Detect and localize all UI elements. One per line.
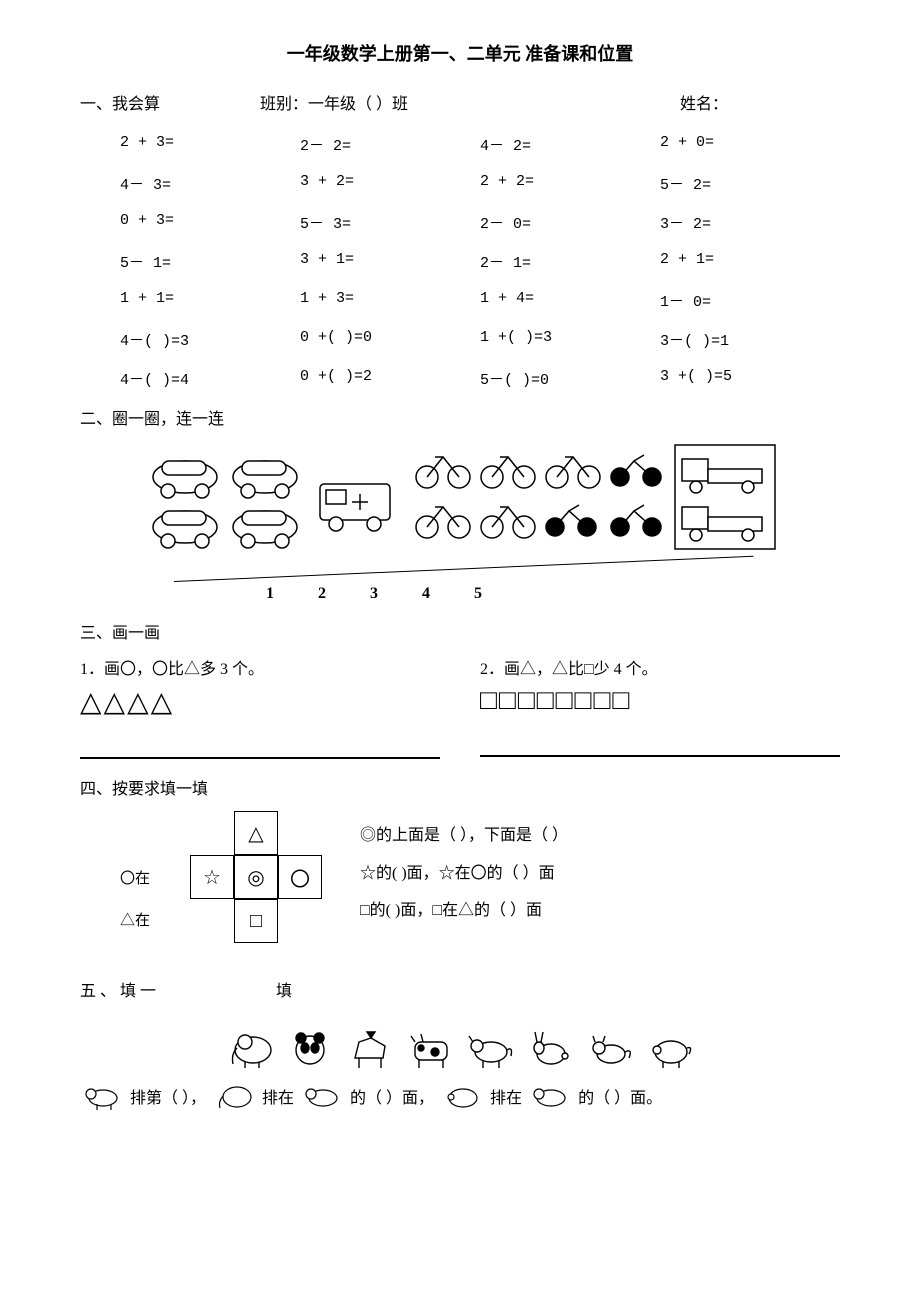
num: 2 bbox=[318, 585, 370, 602]
num: 5 bbox=[474, 585, 526, 602]
math-cell[interactable]: 0 +( )=0 bbox=[300, 329, 480, 350]
math-cell[interactable]: 2－ 1= bbox=[480, 251, 660, 272]
q1-shapes: △△△△ bbox=[80, 685, 440, 719]
math-cell[interactable]: 3 + 2= bbox=[300, 173, 480, 194]
horse-icon bbox=[344, 1027, 396, 1071]
header-row: 一、我会算 班别：一年级（ ）班 姓名： bbox=[80, 90, 840, 114]
math-cell[interactable]: 3 + 1= bbox=[300, 251, 480, 272]
name-field[interactable]: 姓名： bbox=[680, 90, 840, 114]
math-cell[interactable]: 1 +( )=3 bbox=[480, 329, 660, 350]
label-circle: 〇在 bbox=[120, 867, 150, 888]
position-questions: ◎的上面是（ ），下面是（ ） ☆的( )面，☆在〇的（ ）面 □的( )面，□… bbox=[360, 811, 840, 936]
label-triangle: △在 bbox=[120, 909, 150, 930]
math-cell[interactable]: 2－ 0= bbox=[480, 212, 660, 233]
cell-left: ☆ bbox=[190, 855, 234, 899]
pig-icon bbox=[644, 1027, 696, 1071]
num: 3 bbox=[370, 585, 422, 602]
pig-icon bbox=[440, 1081, 484, 1111]
section-3-title: 三、画一画 bbox=[80, 619, 840, 643]
math-cell[interactable]: 2 + 0= bbox=[660, 134, 840, 155]
page-title: 一年级数学上册第一、二单元 准备课和位置 bbox=[80, 40, 840, 66]
math-cell[interactable]: 1 + 4= bbox=[480, 290, 660, 311]
dog-icon bbox=[80, 1081, 124, 1111]
dog-icon bbox=[528, 1081, 572, 1111]
math-cell[interactable]: 0 + 3= bbox=[120, 212, 300, 233]
math-cell[interactable]: 2 + 3= bbox=[120, 134, 300, 155]
elephant-icon bbox=[212, 1081, 256, 1111]
draw-q2: 2．画△，△比□少 4 个。 □□□□□□□□ bbox=[480, 655, 840, 759]
math-cell[interactable]: 4－( )=4 bbox=[120, 368, 300, 389]
text: 的（ ）面， bbox=[350, 1084, 434, 1108]
cell-top: △ bbox=[234, 811, 278, 855]
math-cell[interactable]: 3－ 2= bbox=[660, 212, 840, 233]
rabbit-icon bbox=[524, 1027, 576, 1071]
math-cell[interactable]: 2 + 1= bbox=[660, 251, 840, 272]
num: 4 bbox=[422, 585, 474, 602]
vehicles-figure: 12345 bbox=[80, 441, 840, 603]
math-grid: 2 + 3= 2－ 2= 4－ 2= 2 + 0= 4－ 3= 3 + 2= 2… bbox=[120, 134, 840, 389]
section-1-title: 一、我会算 bbox=[80, 90, 260, 114]
elephant-icon bbox=[224, 1027, 276, 1071]
math-cell[interactable]: 4－( )=3 bbox=[120, 329, 300, 350]
text: 排第（ ）， bbox=[130, 1084, 206, 1108]
panda-icon bbox=[284, 1027, 336, 1071]
cat-icon bbox=[584, 1027, 636, 1071]
math-cell[interactable]: 5－( )=0 bbox=[480, 368, 660, 389]
math-cell[interactable]: 1 + 3= bbox=[300, 290, 480, 311]
text: 的（ ）面。 bbox=[578, 1084, 662, 1108]
animals-row bbox=[80, 1027, 840, 1071]
math-cell[interactable]: 5－ 2= bbox=[660, 173, 840, 194]
math-cell[interactable]: 1 + 1= bbox=[120, 290, 300, 311]
pos-line-2[interactable]: ☆的( )面，☆在〇的（ ）面 bbox=[360, 861, 840, 887]
answer-line[interactable] bbox=[80, 733, 440, 759]
dog-icon bbox=[464, 1027, 516, 1071]
q2-text: 2．画△，△比□少 4 个。 bbox=[480, 655, 840, 679]
cow-icon bbox=[404, 1027, 456, 1071]
math-cell[interactable]: 4－ 3= bbox=[120, 173, 300, 194]
text: 排在 bbox=[262, 1084, 294, 1108]
pos-line-1[interactable]: ◎的上面是（ ），下面是（ ） bbox=[360, 823, 840, 849]
number-line: 12345 bbox=[174, 585, 746, 603]
section-5-title-b: 填 bbox=[276, 977, 292, 1001]
pos-line-3[interactable]: □的( )面，□在△的（ ）面 bbox=[360, 898, 840, 924]
math-cell[interactable]: 1－ 0= bbox=[660, 290, 840, 311]
num: 1 bbox=[266, 585, 318, 602]
math-cell[interactable]: 2－ 2= bbox=[300, 134, 480, 155]
q1-text: 1．画〇，〇比△多 3 个。 bbox=[80, 655, 440, 679]
cell-right: 〇 bbox=[278, 855, 322, 899]
dog-icon bbox=[300, 1081, 344, 1111]
answer-line[interactable] bbox=[480, 731, 840, 757]
cell-bot: □ bbox=[234, 899, 278, 943]
q2-shapes: □□□□□□□□ bbox=[480, 685, 840, 717]
cell-mid: ◎ bbox=[234, 855, 278, 899]
math-cell[interactable]: 0 +( )=2 bbox=[300, 368, 480, 389]
math-cell[interactable]: 5－ 1= bbox=[120, 251, 300, 272]
text: 排在 bbox=[490, 1084, 522, 1108]
class-field[interactable]: 班别：一年级（ ）班 bbox=[260, 90, 680, 114]
math-cell[interactable]: 5－ 3= bbox=[300, 212, 480, 233]
section-2-title: 二、圈一圈，连一连 bbox=[80, 405, 840, 429]
math-cell[interactable]: 3 +( )=5 bbox=[660, 368, 840, 389]
math-cell[interactable]: 4－ 2= bbox=[480, 134, 660, 155]
math-cell[interactable]: 3－( )=1 bbox=[660, 329, 840, 350]
math-cell[interactable]: 2 + 2= bbox=[480, 173, 660, 194]
section-4-title: 四、按要求填一填 bbox=[80, 775, 840, 799]
position-diagram: 〇在 △在 △ ☆ ◎ 〇 □ bbox=[120, 811, 340, 961]
draw-q1: 1．画〇，〇比△多 3 个。 △△△△ bbox=[80, 655, 440, 759]
section-5-title-a: 五 、 填 一 bbox=[80, 977, 156, 1001]
sec5-question[interactable]: 排第（ ）， 排在 的（ ）面， 排在 的（ ）面。 bbox=[80, 1081, 840, 1111]
